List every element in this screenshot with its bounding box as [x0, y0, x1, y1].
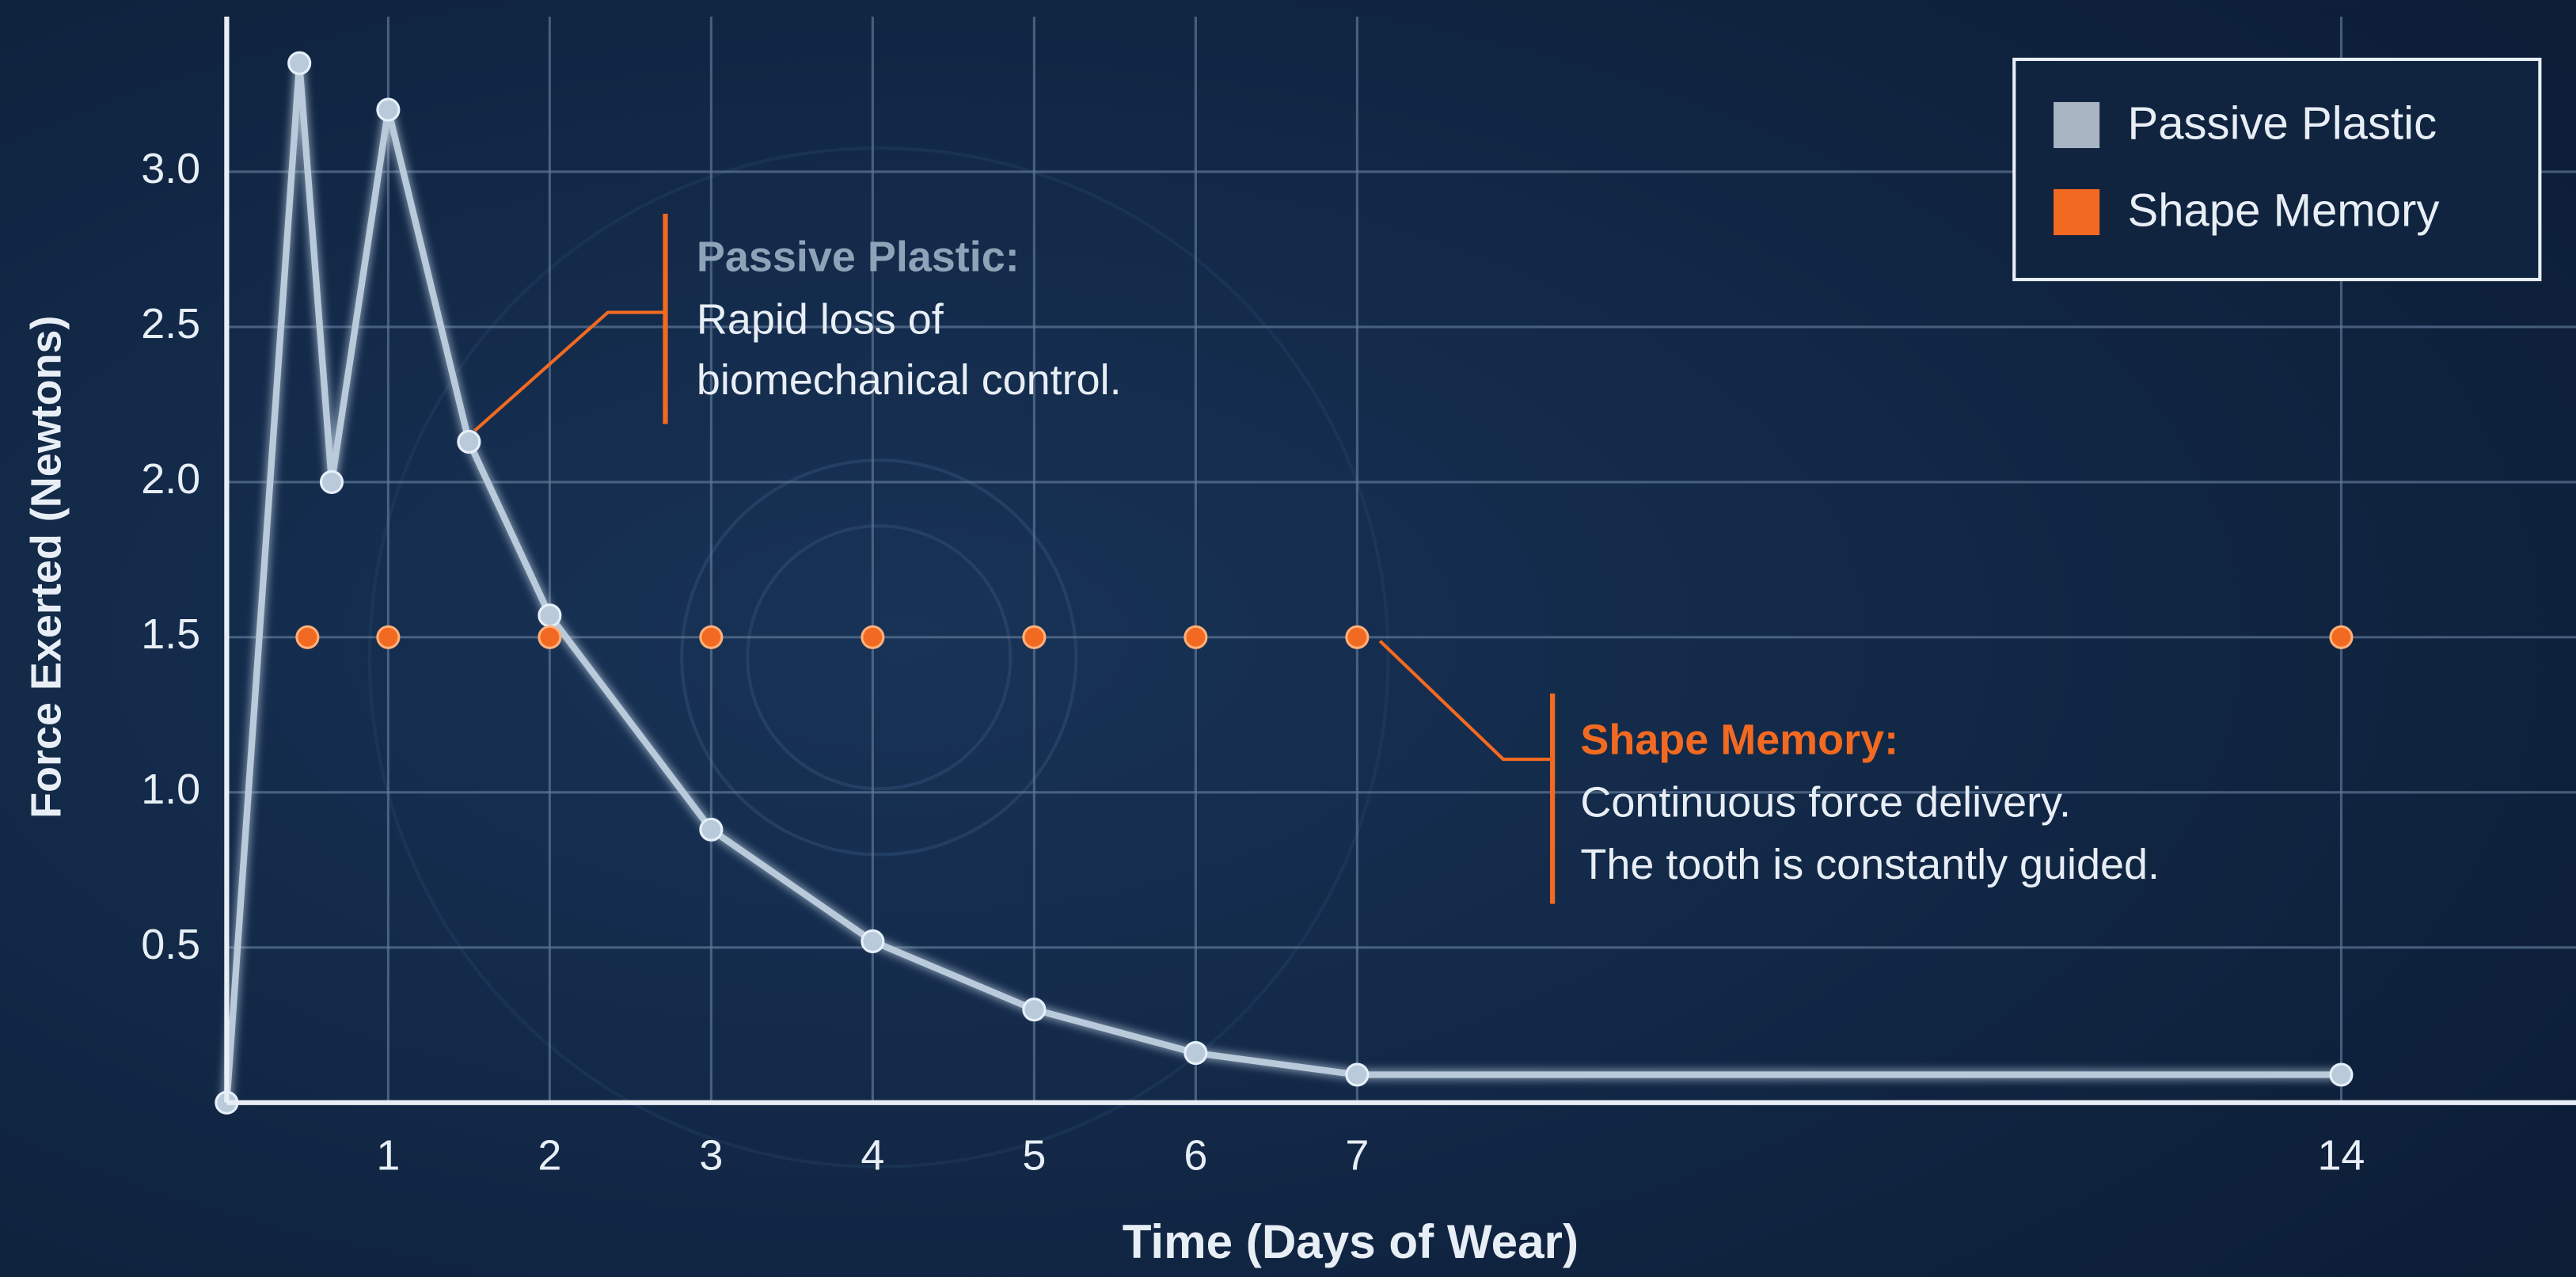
x-tick-label: 1 — [376, 1132, 400, 1180]
x-tick-label: 3 — [699, 1132, 723, 1180]
grid: 0.5 1.0 1.5 2.0 2.5 3.0 1 2 3 4 5 6 7 14 — [141, 17, 2576, 1180]
data-point — [376, 625, 401, 649]
annotation-text: Rapid loss of — [697, 295, 944, 343]
data-point — [1345, 1062, 1370, 1087]
legend: Passive Plastic Shape Memory — [2012, 57, 2542, 282]
legend-swatch — [2054, 101, 2100, 149]
annotation: Shape Memory: Continuous force delivery.… — [1378, 640, 2160, 904]
data-point — [376, 97, 401, 122]
data-point — [861, 929, 885, 954]
y-tick-label: 2.0 — [141, 455, 200, 503]
legend-swatch — [2054, 188, 2100, 236]
data-point — [699, 625, 724, 649]
data-point — [295, 625, 320, 649]
data-point — [319, 469, 344, 494]
x-tick-label: 6 — [1184, 1132, 1207, 1180]
legend-box — [2012, 57, 2542, 282]
x-axis-title: Time (Days of Wear) — [1123, 1215, 1579, 1268]
data-point — [538, 603, 562, 628]
leader-line — [473, 310, 666, 432]
y-tick-label: 1.5 — [141, 610, 200, 658]
annotation-text: biomechanical control. — [697, 356, 1122, 404]
plot — [215, 51, 2354, 1115]
x-tick-label: 4 — [861, 1132, 884, 1180]
data-point — [1184, 1041, 1208, 1066]
x-tick-label: 2 — [538, 1132, 561, 1180]
data-point — [287, 51, 312, 75]
data-point — [538, 625, 562, 649]
data-point — [699, 817, 724, 842]
annotation-text: The tooth is constantly guided. — [1580, 841, 2160, 888]
data-point — [1022, 998, 1047, 1022]
y-tick-label: 0.5 — [141, 921, 200, 968]
x-tick-label: 14 — [2317, 1132, 2365, 1180]
data-point — [861, 625, 885, 649]
data-point — [1022, 625, 1047, 649]
decoration — [367, 146, 1390, 1169]
x-tick-label: 7 — [1345, 1132, 1369, 1180]
annotation-title: Shape Memory: — [1580, 716, 1898, 764]
leader-line — [1378, 640, 1553, 762]
x-tick-label: 5 — [1022, 1132, 1046, 1180]
data-point — [1184, 625, 1208, 649]
annotation: Passive Plastic: Rapid loss of biomechan… — [473, 214, 1122, 432]
y-tick-label: 2.5 — [141, 300, 200, 348]
annotation-text: Continuous force delivery. — [1580, 778, 2071, 826]
data-point — [457, 429, 481, 454]
legend-label: Passive Plastic — [2127, 97, 2437, 149]
legend-label: Shape Memory — [2127, 184, 2439, 236]
series-line — [223, 63, 2342, 1104]
annotation-title: Passive Plastic: — [697, 233, 1020, 280]
data-point — [2329, 625, 2354, 649]
data-point — [2329, 1062, 2354, 1087]
y-axis-title: Force Exerted (Newtons) — [23, 316, 70, 819]
data-point — [1345, 625, 1370, 649]
y-tick-label: 1.0 — [141, 766, 200, 813]
y-tick-label: 3.0 — [141, 145, 200, 192]
